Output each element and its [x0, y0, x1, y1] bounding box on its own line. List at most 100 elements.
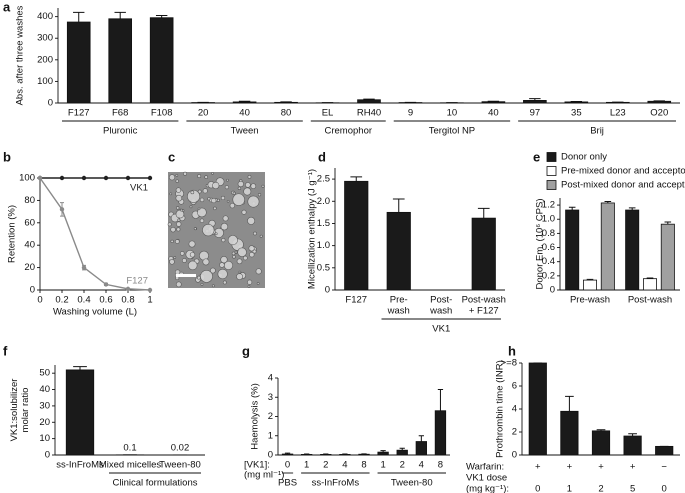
particle — [247, 195, 260, 208]
group-label: Clinical formulations — [112, 478, 197, 489]
x-tick-label: 2 — [400, 460, 405, 471]
marker — [125, 175, 131, 181]
x-tick-label: 80 — [281, 108, 292, 119]
bar — [281, 453, 294, 456]
y-tick-label: 4 — [512, 404, 517, 415]
y-tick-label: 0 — [512, 450, 517, 461]
marker — [37, 175, 43, 181]
x-tick-label: EL — [322, 108, 334, 119]
particle — [221, 238, 226, 243]
x-tick-label: Post- — [430, 295, 452, 306]
x-tick-label: 0.2 — [55, 295, 68, 306]
y-tick-label: 0 — [48, 98, 53, 109]
particle — [190, 190, 195, 195]
group-label: Tween-80 — [391, 478, 433, 489]
particle — [227, 235, 238, 246]
error-bar — [392, 198, 405, 213]
particle — [197, 207, 201, 211]
data-label: 0.02 — [171, 442, 190, 453]
marker — [147, 175, 153, 181]
x-tick-label: 2 — [323, 460, 328, 471]
marker — [59, 175, 65, 181]
y-tick-label: 50 — [39, 368, 50, 379]
error-bar — [596, 429, 606, 431]
y-tick-label: 100 — [19, 173, 35, 184]
series-line — [39, 177, 151, 291]
panel-letter: e — [533, 149, 540, 164]
panel-letter: d — [318, 149, 326, 164]
error-bar — [284, 452, 291, 455]
particle — [202, 258, 210, 266]
legend-swatch — [546, 166, 557, 176]
x-tick-label: F127 — [345, 295, 367, 306]
particle — [169, 192, 173, 196]
series-label: VK1 — [130, 183, 148, 194]
x-tick-label: Tween-80 — [159, 460, 201, 471]
x-tick-label: + F127 — [469, 306, 499, 317]
error-bar — [418, 435, 424, 442]
particle — [226, 199, 230, 203]
y-axis-label: Abs. after three washes — [15, 5, 26, 105]
y-tick-label: 20 — [24, 262, 35, 273]
particle — [232, 254, 236, 259]
group-label: Pluronic — [103, 126, 138, 137]
y-tick-label: 1.5 — [317, 218, 330, 229]
bar — [583, 279, 598, 291]
x-tick-label: RH40 — [357, 108, 381, 119]
error-bar — [73, 366, 87, 370]
particle — [189, 205, 193, 209]
error-bar — [437, 389, 444, 411]
y-tick-label: 20 — [39, 417, 50, 428]
x-tick-label: − — [661, 462, 667, 473]
particle — [169, 259, 175, 265]
panel-letter: a — [3, 0, 11, 14]
x-tick-label: 0 — [535, 484, 540, 493]
x-tick-label: wash — [429, 306, 452, 317]
y-tick-label: 0.2 — [542, 270, 555, 281]
particle — [247, 285, 251, 288]
y-tick-label: 0 — [45, 450, 50, 461]
x-tick-label: Pre- — [390, 295, 408, 306]
y-axis-label: Micellization enthalpy (J g⁻¹) — [307, 169, 318, 289]
error-bar — [399, 447, 405, 451]
y-tick-label: 2.0 — [317, 196, 330, 207]
y-tick-label: 0.5 — [317, 262, 330, 273]
data-label: 0.1 — [123, 442, 136, 453]
particle — [250, 183, 257, 189]
x-tick-label: 1 — [147, 295, 152, 306]
error-bar — [350, 176, 363, 182]
particle — [211, 284, 215, 288]
particle — [200, 269, 213, 283]
particle — [229, 202, 236, 209]
bar — [565, 209, 580, 291]
group-label: Tween — [231, 126, 259, 137]
x-tick-label: 20 — [198, 108, 209, 119]
bar — [471, 217, 496, 291]
bar — [560, 410, 579, 456]
error-bar — [628, 207, 636, 211]
bar — [591, 430, 611, 456]
panel-letter: h — [508, 343, 516, 358]
x-tick-label: 10 — [447, 108, 458, 119]
y-tick-label: 3 — [268, 392, 273, 403]
particle — [176, 221, 182, 227]
group-label: VK1 — [432, 324, 450, 335]
particle — [220, 222, 229, 231]
bar — [108, 18, 133, 104]
particle — [175, 179, 179, 183]
particle — [176, 206, 180, 210]
particle — [173, 256, 177, 259]
particle — [213, 206, 217, 211]
bar — [600, 202, 615, 291]
particle — [193, 227, 197, 231]
particle — [255, 268, 262, 275]
x-tick-label: 0 — [662, 484, 667, 493]
y-axis-label: molar ratio — [20, 388, 31, 433]
x-tick-label: 4 — [419, 460, 424, 471]
x-tick-label: 0.6 — [99, 295, 112, 306]
bar — [647, 100, 672, 104]
error-bar — [238, 100, 251, 102]
bar — [660, 223, 675, 291]
y-tick-label: 40 — [39, 384, 50, 395]
bar — [415, 441, 427, 456]
